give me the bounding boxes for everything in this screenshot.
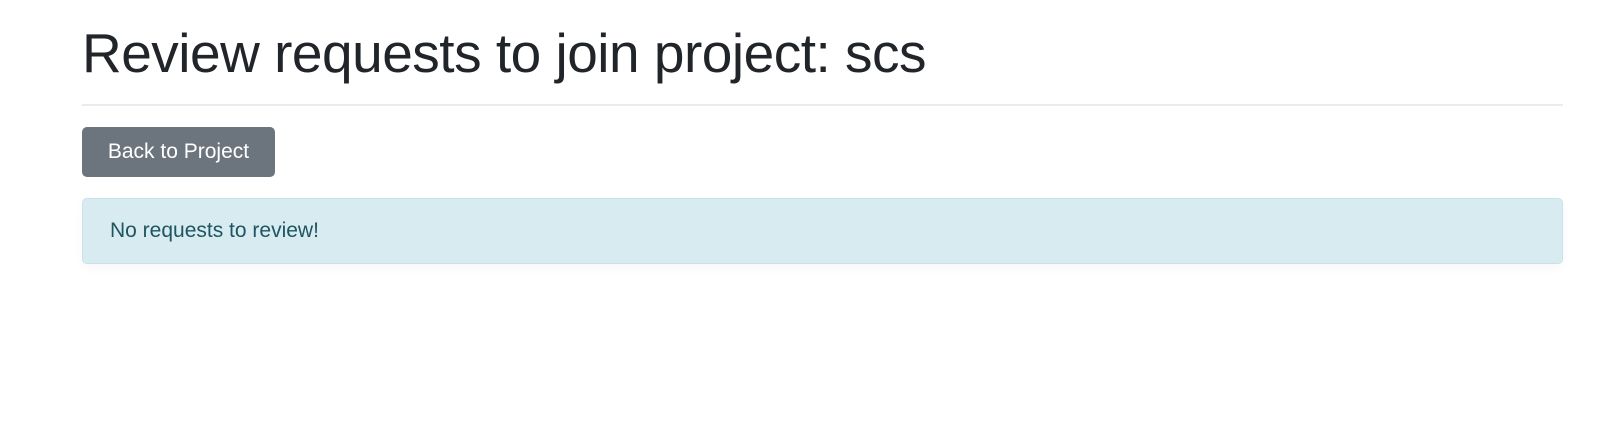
back-to-project-button[interactable]: Back to Project <box>82 127 275 177</box>
page-title: Review requests to join project: scs <box>82 22 927 84</box>
info-alert: No requests to review! <box>82 198 1563 264</box>
alert-message: No requests to review! <box>110 219 319 242</box>
title-divider <box>82 104 1563 106</box>
main-content: Review requests to join project: scs Bac… <box>82 0 1563 264</box>
